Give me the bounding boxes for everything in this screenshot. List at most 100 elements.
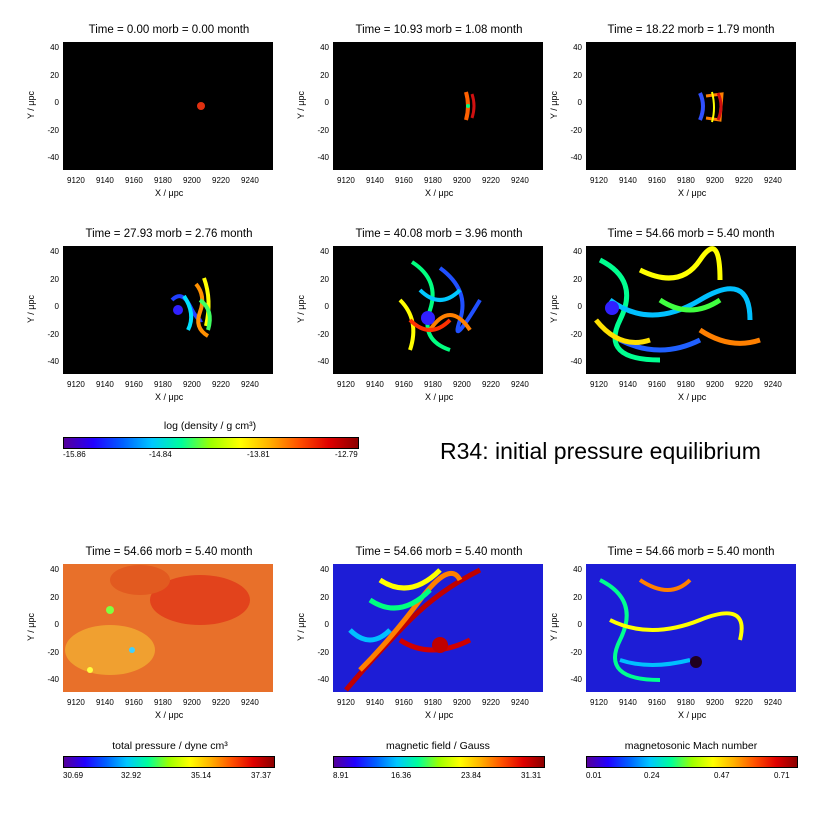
- y-tick-label: 40: [50, 43, 59, 52]
- panel-8-plot: [333, 564, 543, 692]
- figure-title: R34: initial pressure equilibrium: [440, 438, 761, 464]
- y-tick-label: 40: [573, 43, 582, 52]
- y-tick-label: 20: [320, 274, 329, 284]
- x-tick-label: 9200: [453, 380, 471, 389]
- x-axis-label: X / μpc: [155, 392, 184, 402]
- y-tick-label: -20: [47, 329, 59, 339]
- x-tick-label: 9240: [511, 176, 529, 185]
- panel-9-title: Time = 54.66 morb = 5.40 month: [607, 546, 775, 558]
- panel-5-plot: [333, 246, 543, 374]
- x-tick-label: 9240: [764, 176, 782, 185]
- y-axis-label: Y / μpc: [26, 294, 36, 324]
- x-tick-label: 9140: [619, 380, 637, 389]
- colorbar-tick-label: -12.79: [335, 450, 358, 459]
- x-tick-label: 9140: [96, 698, 114, 707]
- x-tick-label: 9200: [453, 176, 471, 185]
- x-tick-label: 9200: [183, 698, 201, 707]
- colorbar-tick-label: -14.84: [149, 450, 172, 459]
- x-tick-label: 9240: [241, 176, 259, 185]
- y-tick-label: -40: [317, 357, 329, 366]
- x-tick-label: 9220: [212, 380, 230, 389]
- colorbar-tick-label: 32.92: [121, 771, 142, 780]
- y-tick-label: -40: [317, 153, 329, 162]
- panel-7-texture: [63, 564, 273, 692]
- y-tick-label: -20: [317, 125, 329, 135]
- colorbar-4: [586, 756, 798, 768]
- y-axis-label: Y / μpc: [296, 294, 306, 324]
- y-tick-label: 20: [320, 70, 329, 80]
- panel-7-title: Time = 54.66 morb = 5.40 month: [85, 546, 253, 558]
- x-tick-label: 9120: [590, 698, 608, 707]
- colorbar-tick-label: 30.69: [63, 771, 84, 780]
- y-tick-label: 0: [577, 302, 582, 311]
- panel-6-title: Time = 54.66 morb = 5.40 month: [607, 228, 775, 240]
- x-tick-label: 9160: [648, 176, 666, 185]
- x-tick-label: 9140: [366, 176, 384, 185]
- x-tick-label: 9120: [590, 380, 608, 389]
- colorbar-tick-label: 37.37: [251, 771, 272, 780]
- y-tick-label: 40: [50, 247, 59, 256]
- x-tick-label: 9220: [482, 380, 500, 389]
- panel-1-blob: [197, 102, 205, 110]
- x-tick-label: 9220: [735, 176, 753, 185]
- y-tick-label: 40: [320, 565, 329, 574]
- y-tick-label: -20: [317, 329, 329, 339]
- x-tick-label: 9220: [735, 380, 753, 389]
- x-tick-label: 9140: [96, 176, 114, 185]
- x-tick-label: 9200: [183, 380, 201, 389]
- y-tick-label: -40: [47, 153, 59, 162]
- x-tick-label: 9240: [241, 698, 259, 707]
- x-tick-label: 9140: [366, 698, 384, 707]
- x-tick-label: 9160: [395, 380, 413, 389]
- colorbar-tick-label: 8.91: [333, 771, 349, 780]
- x-tick-label: 9180: [424, 698, 442, 707]
- colorbar-2-label: total pressure / dyne cm³: [112, 740, 228, 752]
- x-tick-label: 9180: [424, 176, 442, 185]
- colorbar-3-label: magnetic field / Gauss: [386, 740, 490, 752]
- colorbar-3: [333, 756, 545, 768]
- x-tick-label: 9180: [154, 176, 172, 185]
- x-axis-label: X / μpc: [678, 710, 707, 720]
- x-tick-label: 9120: [67, 176, 85, 185]
- y-tick-label: 20: [50, 274, 59, 284]
- y-tick-label: 20: [50, 592, 59, 602]
- y-tick-label: 0: [577, 98, 582, 107]
- colorbar-4-label: magnetosonic Mach number: [624, 740, 758, 752]
- panel-2-title: Time = 10.93 morb = 1.08 month: [355, 24, 523, 36]
- colorbar-2: [63, 756, 275, 768]
- y-tick-label: -40: [570, 357, 582, 366]
- y-tick-label: -40: [317, 675, 329, 684]
- y-axis-label: Y / μpc: [549, 90, 559, 120]
- x-axis-label: X / μpc: [678, 392, 707, 402]
- colorbar-tick-label: 23.84: [461, 771, 482, 780]
- panel-3-plot: [586, 42, 796, 170]
- y-tick-label: -40: [570, 675, 582, 684]
- panel-8-title: Time = 54.66 morb = 5.40 month: [355, 546, 523, 558]
- x-axis-label: X / μpc: [155, 710, 184, 720]
- y-tick-label: 0: [324, 302, 329, 311]
- y-tick-label: -20: [570, 125, 582, 135]
- y-tick-label: 20: [573, 592, 582, 602]
- panel-3-blob: [698, 91, 724, 123]
- x-tick-label: 9140: [619, 698, 637, 707]
- x-axis-label: X / μpc: [425, 188, 454, 198]
- x-tick-label: 9160: [125, 698, 143, 707]
- panel-2-plot: [333, 42, 543, 170]
- x-tick-label: 9140: [96, 380, 114, 389]
- x-tick-label: 9180: [677, 176, 695, 185]
- y-tick-label: 20: [573, 70, 582, 80]
- panel-6-blob: [594, 246, 761, 363]
- colorbar-tick-label: 16.36: [391, 771, 412, 780]
- y-tick-label: 20: [50, 70, 59, 80]
- x-tick-label: 9220: [212, 698, 230, 707]
- y-tick-label: -20: [570, 647, 582, 657]
- y-tick-label: -20: [47, 125, 59, 135]
- y-axis-label: Y / μpc: [296, 612, 306, 642]
- x-tick-label: 9180: [154, 698, 172, 707]
- x-tick-label: 9120: [67, 698, 85, 707]
- y-tick-label: -40: [570, 153, 582, 162]
- colorbar-tick-label: -15.86: [63, 450, 86, 459]
- y-tick-label: -20: [570, 329, 582, 339]
- x-tick-label: 9160: [395, 176, 413, 185]
